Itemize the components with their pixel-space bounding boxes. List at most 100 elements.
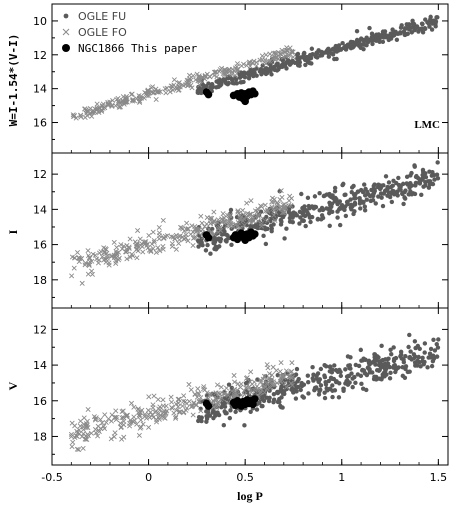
ogle-fo-point [151,393,157,399]
ogle-fu-point [247,72,252,77]
ogle-fu-point [322,50,327,55]
ogle-fo-point [184,77,190,83]
ogle-fu-point [419,21,425,26]
ogle-fu-point [300,394,305,399]
ogle-fo-point [171,410,177,416]
ogle-fu-point [395,193,400,198]
ogle-fo-point [161,235,167,241]
ogle-fo-point [135,406,141,412]
ogle-fo-point [185,226,191,232]
ogle-fo-point [148,409,154,415]
ticks-layer: 10 12 14 16 12 14 16 18 12 14 16 18 -0.5 0 0.5 1 1.5 [33,4,448,484]
ogle-fu-point [329,376,335,381]
ogle-fu-point [404,174,410,180]
ogle-fu-point [323,379,328,385]
ogle-fo-point [290,54,296,60]
ogle-fo-point [101,423,107,429]
ogle-fo-point [192,235,198,241]
ogle-fo-point [116,104,122,110]
ogle-fo-point [156,406,162,412]
ogle-fu-point [423,175,429,180]
ogle-fu-point [261,233,266,239]
ogle-fu-point [426,185,432,190]
ogle-fu-point [316,392,322,397]
ogle-fu-point [389,199,395,205]
ogle-fo-point [130,97,136,103]
ogle-fu-point [391,363,397,368]
ogle-fo-point [281,210,287,216]
ogle-fu-point [217,244,222,249]
legend-ngc-label: NGC1866 This paper [78,42,198,55]
ogle-fo-point [80,431,86,437]
ogle-fu-point [291,210,296,215]
ogle-fo-point [153,249,159,256]
ogle-fu-point [335,215,340,220]
ogle-fu-point [313,54,318,59]
ogle-fo-point [96,429,102,435]
ogle-fu-point [295,51,301,57]
ogle-fu-point [432,348,438,353]
ogle-fo-point [123,249,129,255]
ogle-fu-point [404,181,409,186]
ogle-fo-point [120,408,126,414]
ogle-fu-point [333,379,339,385]
ogle-fu-point [219,80,224,85]
ogle-fo-point [85,108,91,114]
ogle-fu-point [327,191,332,197]
ogle-fo-point [142,240,148,246]
ogle-fo-point [232,65,239,71]
ogle-fo-point [225,400,231,406]
ogle-fo-point [168,234,174,240]
ogle-fo-point [252,387,258,393]
ogle-fo-point [244,62,250,68]
ogle-fo-point [289,195,295,201]
ogle-fo-point [219,395,225,401]
ogle-fu-point [303,62,308,68]
ogle-fo-point [207,221,213,227]
ogle-fo-point [241,212,247,218]
ogle-fu-point [337,222,343,228]
ogle-fu-point [376,32,381,37]
ogle-fo-point [278,360,284,366]
ogle-fu-point [343,367,348,372]
ogle-fo-point [238,392,244,398]
ogle-fo-point [153,86,159,92]
ogle-fu-point [406,344,411,350]
ogle-fo-point [240,61,247,67]
ogle-fo-point [76,447,82,453]
ogle-fu-point [227,415,233,421]
ogle-fo-point [259,382,266,388]
ogle-fu-point [222,231,227,237]
ogle-fo-point [248,387,254,393]
ogle-fo-point [123,413,129,419]
ogle-fu-point [264,214,269,220]
ogle-fo-point [156,236,162,242]
ogle-fo-point [74,249,81,255]
ogle-fu-point [326,54,332,59]
ogle-fu-point [403,364,409,369]
ogle-fo-point [278,378,284,384]
ogle-fu-point [394,180,399,186]
ogle-fo-point [99,108,105,114]
ogle-fu-point [280,390,285,396]
ogle-fo-point [232,386,238,392]
ogle-fu-point [337,205,343,211]
ogle-fo-point [153,96,159,103]
ogle-fo-point [127,236,133,242]
ogle-fo-point [285,53,291,59]
ogle-fu-point [366,358,372,364]
ogle-fo-point [213,69,219,75]
ogle-fo-point [118,242,124,248]
ogle-fo-point [148,247,154,254]
ogle-fo-point [87,255,93,261]
ogle-fo-point [198,408,204,414]
marks-layer [68,14,441,453]
ogle-fu-point [386,190,392,195]
panel-w-ytick-label: 10 [33,15,47,28]
ogle-fo-point [196,226,202,232]
ogle-fo-point [86,261,92,267]
ogle-fu-point [228,211,233,216]
ogle-fu-point [263,241,269,247]
ogle-fo-point [105,101,111,107]
ogle-fu-point [418,364,423,369]
